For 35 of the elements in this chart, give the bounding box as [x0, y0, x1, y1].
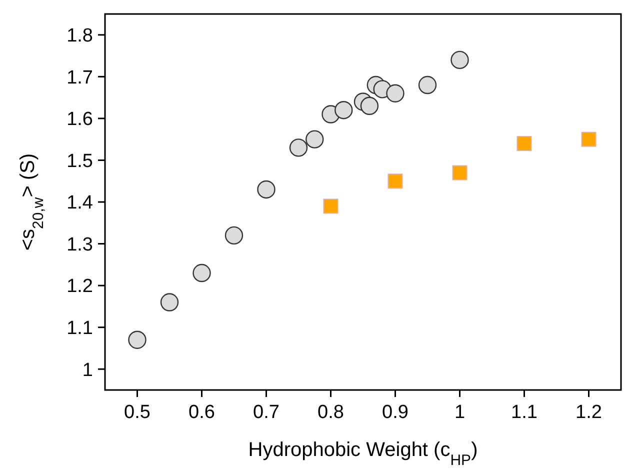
point [323, 198, 338, 214]
y-tick-label: 1.8 [66, 26, 93, 47]
point [360, 96, 379, 116]
y-tick-label: 1.5 [66, 150, 93, 172]
x-tick-label: 0.5 [124, 402, 150, 423]
x-tick-label: 0.8 [318, 402, 344, 423]
y-tick-label: 1.2 [66, 276, 93, 298]
point [257, 180, 276, 199]
point [128, 330, 146, 349]
point [224, 226, 244, 245]
point [306, 130, 324, 148]
x-tick-label: 1 [454, 402, 466, 423]
y-tick-label: 1.1 [66, 318, 93, 339]
point [192, 264, 211, 282]
point [516, 136, 532, 152]
point [450, 50, 469, 70]
x-tick-label: 1.1 [511, 402, 538, 423]
point [160, 293, 179, 312]
x-tick-label: 0.7 [253, 402, 280, 423]
point [386, 84, 404, 102]
point [334, 100, 353, 120]
y-tick-label: 1.7 [66, 67, 93, 88]
x-tick-label: 0.6 [188, 402, 215, 423]
x-tick-label: 0.9 [382, 402, 408, 423]
x-axis-title: Hydrophobic Weight (c$_{HP}$) [248, 439, 478, 468]
point [581, 132, 596, 147]
point [388, 174, 403, 189]
point [289, 138, 308, 157]
point [452, 165, 468, 180]
y-tick-label: 1 [82, 360, 93, 381]
x-tick-label: 1.2 [576, 402, 602, 423]
y-tick-label: 1.4 [66, 192, 94, 214]
y-tick-label: 1.6 [66, 109, 93, 130]
point [418, 76, 437, 94]
y-tick-label: 1.3 [66, 234, 93, 256]
